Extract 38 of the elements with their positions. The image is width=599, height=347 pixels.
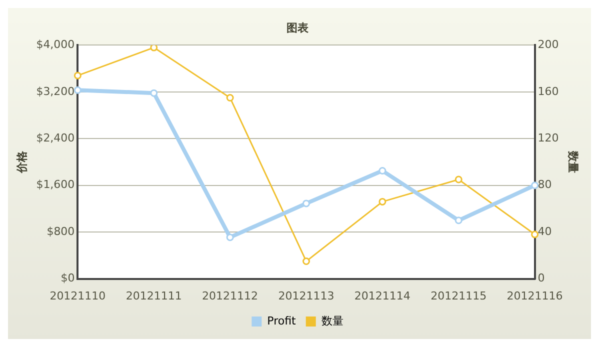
point [150,89,158,97]
x-tick-label: 20121113 [278,289,334,302]
y2-tick-label: 80 [538,178,552,192]
y2-tick-label: 200 [538,38,559,52]
chart-title: 图表 [286,21,310,34]
y2-axis-title: 数量 [566,150,580,173]
x-tick-label: 20121114 [354,289,410,302]
point [302,200,310,208]
y-axis-title: 价格 [15,150,28,174]
point [454,176,462,184]
point [531,182,539,190]
y2-tick-label: 0 [538,272,545,285]
y-tick-label: $2,400 [36,132,75,144]
point [378,167,386,175]
point [226,94,234,102]
legend-label: 数量 [321,314,344,328]
y-tick-label: $1,600 [36,178,75,192]
x-tick-label: 20121115 [430,289,487,302]
point [226,234,234,242]
point [150,45,158,52]
point [74,86,82,94]
x-tick-label: 20121112 [202,289,258,302]
point [454,216,462,224]
point [74,72,82,80]
y-tick-label: $800 [46,224,75,238]
y-tick-label: $3,200 [36,84,75,98]
x-tick-label: 20121110 [50,289,106,302]
y2-tick-label: 120 [538,132,559,144]
x-tick-label: 20121111 [126,289,182,302]
x-tick-label: 20121116 [506,289,563,302]
point [531,230,539,238]
y-tick-label: $0 [60,272,75,285]
y2-tick-label: 160 [538,84,559,98]
y2-tick-label: 40 [538,224,552,238]
legend-label: Profit [267,314,297,328]
y-tick-label: $4,000 [36,38,75,52]
point [378,198,386,206]
point [302,258,310,266]
